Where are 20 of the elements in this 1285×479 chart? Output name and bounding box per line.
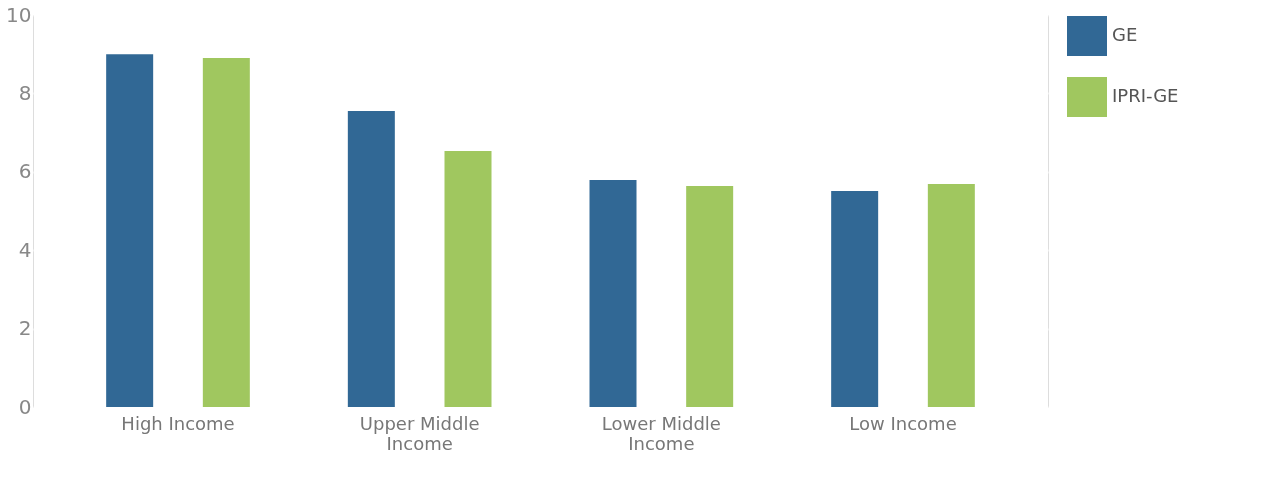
x-tick-label: Low Income [849,412,957,434]
bar [444,151,492,407]
y-tick-label: 2 [18,316,32,341]
bar [589,180,637,407]
bar [202,58,250,407]
y-tick-label: 6 [18,159,32,184]
y-tick-label: 4 [18,237,32,262]
x-tick-label: High Income [121,412,235,434]
y-tick-label: 10 [6,2,32,27]
x-tick-label: Lower Middle Income [601,412,721,454]
bar [106,54,154,407]
x-tick-label: Upper Middle Income [359,412,480,454]
bar [831,191,879,407]
bar [927,183,975,407]
bar [347,111,395,407]
legend-label: IPRI-GE [1112,85,1179,106]
legend-label: GE [1112,24,1138,45]
y-tick-label: 8 [18,80,32,105]
y-tick-label: 0 [18,394,32,419]
bar [686,185,734,407]
